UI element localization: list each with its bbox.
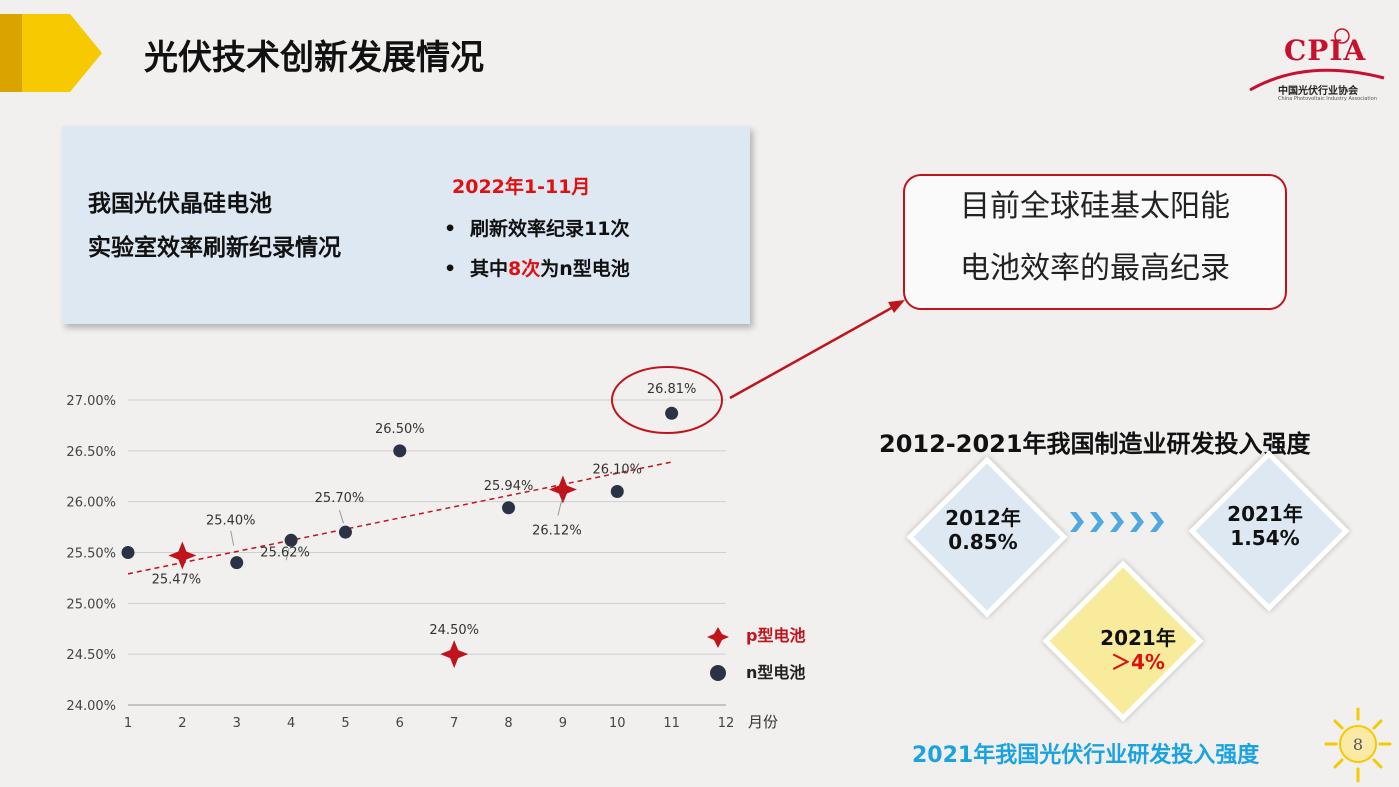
n-type-point	[338, 525, 352, 539]
y-tick-label: 25.00%	[66, 597, 116, 612]
info-bullet-2: • 其中8次为n型电池	[444, 254, 630, 281]
y-tick-label: 26.00%	[66, 496, 116, 511]
logo-cn-name: 中国光伏行业协会	[1278, 86, 1358, 97]
label-leader-line	[557, 499, 563, 516]
diamond-2012-value: 0.85%	[948, 530, 1018, 554]
label-leader-line	[338, 510, 344, 524]
info-bullet-1: • 刷新效率纪录11次	[444, 214, 629, 241]
trendline-path	[127, 461, 672, 575]
data-label: 26.50%	[375, 422, 425, 437]
info-bullet-2-post: 为n型电池	[540, 258, 630, 280]
n-type-point	[230, 556, 244, 570]
y-tick-label: 24.00%	[66, 699, 116, 714]
x-tick-label: 4	[287, 716, 295, 731]
info-bullet-2-pre: 其中	[470, 258, 509, 280]
x-tick-label: 7	[450, 716, 458, 731]
legend-circle-icon	[710, 665, 726, 681]
chart-legend: p型电池 n型电池	[707, 626, 805, 682]
sun-icon: 8	[1324, 707, 1392, 783]
data-labels: 25.47% 24.50% 26.12% 25.40% 25.62% 25.70% 26.5…	[152, 382, 697, 638]
info-period: 2022年1-11月	[452, 176, 591, 198]
chart-grid	[128, 399, 726, 706]
y-tick-label: 24.50%	[66, 648, 116, 663]
diamond-pv-year: 2021年	[1100, 626, 1176, 650]
record-box: 目前全球硅基太阳能 电池效率的最高纪录	[903, 174, 1287, 310]
diamond-2021-value: 1.54%	[1230, 526, 1300, 550]
p-type-point	[168, 541, 197, 570]
x-tick-label: 1	[124, 716, 132, 731]
info-box: 我国光伏晶硅电池 实验室效率刷新纪录情况 2022年1-11月 • 刷新效率纪录1…	[62, 126, 750, 324]
rd-title: 2012-2021年我国制造业研发投入强度	[879, 430, 1311, 458]
diamond-2012-year: 2012年	[945, 506, 1021, 530]
x-tick-label: 10	[609, 716, 626, 731]
info-left-line-2: 实验室效率刷新纪录情况	[88, 235, 341, 261]
x-tick-label: 3	[233, 716, 241, 731]
p-type-point	[548, 475, 577, 504]
page-title: 光伏技术创新发展情况	[144, 38, 484, 78]
cpia-logo: CPIA 中国光伏行业协会 China Photovoltaic Industr…	[1246, 20, 1386, 110]
bullet-dot: •	[444, 218, 457, 240]
logo-en-name: China Photovoltaic Industry Association	[1278, 96, 1377, 102]
page-number: 8	[1353, 735, 1363, 754]
n-type-point	[393, 444, 407, 458]
n-type-point	[502, 501, 516, 515]
highlight-ellipse	[611, 366, 723, 434]
data-label: 25.47%	[152, 573, 202, 588]
n-type-point	[610, 485, 624, 498]
p-type-point	[440, 640, 469, 669]
diamond-2012-label: 2012年 0.85%	[913, 506, 1053, 554]
data-label: 25.40%	[206, 514, 256, 529]
data-label: 25.94%	[484, 479, 534, 494]
n-type-point	[665, 406, 679, 420]
info-left-text: 我国光伏晶硅电池 实验室效率刷新纪录情况	[88, 182, 341, 270]
x-tick-label: 2	[178, 716, 186, 731]
banner-strip	[0, 14, 22, 92]
n-type-point	[121, 546, 135, 559]
info-left-line-1: 我国光伏晶硅电池	[88, 191, 272, 217]
data-label: 24.50%	[429, 623, 479, 638]
logo-arc-icon	[1249, 28, 1385, 92]
logo-text: CPIA	[1284, 34, 1367, 67]
y-tick-label: 27.00%	[66, 394, 116, 409]
y-axis-ticks: 24.00% 24.50% 25.00% 25.50% 26.00% 26.50% 27.0…	[66, 394, 116, 714]
label-leader-line	[230, 530, 235, 546]
data-label: 26.12%	[532, 523, 582, 538]
diamond-2021-label: 2021年 1.54%	[1195, 502, 1335, 550]
record-box-line-2: 电池效率的最高纪录	[960, 251, 1230, 286]
x-tick-label: 11	[663, 716, 680, 731]
x-tick-label: 5	[341, 716, 349, 731]
x-tick-label: 9	[559, 716, 567, 731]
label-leader-line	[285, 548, 290, 561]
x-tick-label: 12	[718, 716, 735, 731]
data-label: 26.81%	[647, 382, 697, 397]
record-box-line-1: 目前全球硅基太阳能	[960, 189, 1230, 224]
diamond-pv-label: 2021年 ＞4%	[1068, 626, 1208, 674]
trendline	[127, 461, 672, 575]
data-label: 26.10%	[592, 463, 642, 478]
x-axis-ticks: 1 2 3 4 5 6 7 8 9 10 11 12	[124, 716, 734, 731]
legend-label-p: p型电池	[746, 626, 805, 645]
y-tick-label: 25.50%	[66, 547, 116, 562]
legend-label-n: n型电池	[746, 663, 805, 682]
highlight-arrow-head-icon	[888, 300, 905, 313]
x-tick-label: 6	[396, 716, 404, 731]
x-axis-label: 月份	[748, 713, 778, 731]
diamond-2021-year: 2021年	[1227, 502, 1303, 526]
y-tick-label: 26.50%	[66, 445, 116, 460]
data-points	[121, 406, 679, 669]
info-bullet-2-highlight: 8次	[508, 258, 541, 280]
info-bullet-1-text: 刷新效率纪录11次	[470, 218, 630, 240]
diamond-pv-value: ＞4%	[1111, 650, 1165, 674]
pv-caption: 2021年我国光伏行业研发投入强度	[912, 743, 1260, 768]
highlight-arrow-line	[729, 304, 896, 400]
data-label: 25.62%	[260, 545, 310, 560]
legend-star-icon	[707, 627, 729, 648]
bullet-dot: •	[444, 258, 457, 280]
n-type-point	[284, 533, 298, 547]
data-label: 25.70%	[315, 491, 365, 506]
x-tick-label: 8	[504, 716, 512, 731]
